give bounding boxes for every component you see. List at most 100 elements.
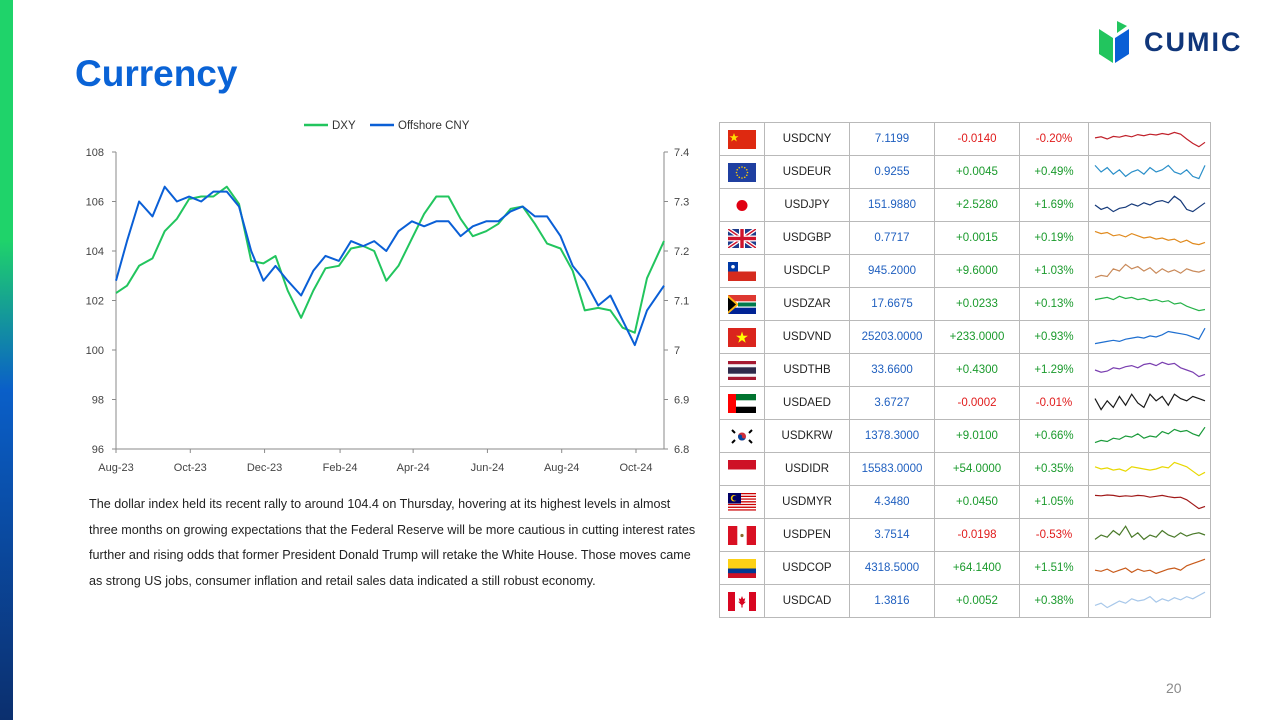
sparkline <box>1094 525 1205 541</box>
sparkline <box>1094 558 1205 575</box>
cumic-leaf-logo-icon <box>1099 21 1129 63</box>
legend-label: Offshore CNY <box>398 120 470 132</box>
sparkline-cell <box>1088 254 1211 288</box>
rate-value: 945.2000 <box>849 254 935 288</box>
sparkline-cell <box>1088 452 1211 486</box>
x-tick-label: Aug-24 <box>544 462 579 474</box>
fx-row-usdidr: USDIDR 15583.0000 +54.0000 +0.35% <box>719 452 1211 486</box>
rate-value: 1378.3000 <box>849 419 935 453</box>
fx-row-usdgbp: USDGBP 0.7717 +0.0015 +0.19% <box>719 221 1211 255</box>
y-right-tick-label: 7.2 <box>674 246 689 258</box>
flag-cell <box>719 584 765 618</box>
y-left-tick-label: 102 <box>86 296 104 308</box>
currency-pair: USDCOP <box>764 551 850 585</box>
flag-cell <box>719 188 765 222</box>
my-flag-icon <box>728 492 756 512</box>
rate-change-pct: +0.93% <box>1019 320 1089 354</box>
y-left-tick-label: 100 <box>86 345 104 357</box>
rate-value: 33.6600 <box>849 353 935 387</box>
sparkline <box>1094 327 1206 345</box>
rate-value: 0.9255 <box>849 155 935 189</box>
accent-bar-navy <box>0 390 13 720</box>
cn-flag-icon <box>728 129 756 149</box>
x-tick-label: Apr-24 <box>397 462 430 474</box>
y-left-tick-label: 104 <box>86 246 104 258</box>
market-commentary: The dollar index held its recent rally t… <box>89 497 696 588</box>
fx-row-usdmyr: USDMYR 4.3480 +0.0450 +1.05% <box>719 485 1211 519</box>
y-right-tick-label: 7.1 <box>674 296 689 308</box>
vn-flag-icon <box>728 327 756 347</box>
rate-change: +0.0015 <box>934 221 1020 255</box>
sparkline-path <box>1094 327 1206 345</box>
rate-value: 151.9880 <box>849 188 935 222</box>
x-tick-label: Dec-23 <box>247 462 282 474</box>
logo-text: CUMIC <box>1144 26 1243 57</box>
y-right-tick-label: 7 <box>674 345 680 357</box>
flag-cell <box>719 320 765 354</box>
eu-flag-icon <box>728 162 756 182</box>
flag-cell <box>719 221 765 255</box>
flag-cell <box>719 122 765 156</box>
rate-change: -0.0198 <box>934 518 1020 552</box>
sparkline <box>1094 295 1205 312</box>
series-line-offshore-cny <box>115 185 665 347</box>
currency-pair: USDKRW <box>764 419 850 453</box>
rate-change-pct: -0.01% <box>1019 386 1089 420</box>
flag-cell <box>719 419 765 453</box>
sparkline <box>1094 494 1205 510</box>
fx-row-usdjpy: USDJPY 151.9880 +2.5280 +1.69% <box>719 188 1211 222</box>
pe-flag-icon <box>728 525 756 545</box>
ca-flag-icon <box>728 591 756 611</box>
rate-change-pct: +1.05% <box>1019 485 1089 519</box>
rate-change: +9.6000 <box>934 254 1020 288</box>
rate-change-pct: +0.35% <box>1019 452 1089 486</box>
y-right-tick-label: 7.4 <box>674 147 689 159</box>
x-tick-label: Oct-24 <box>619 462 652 474</box>
flag-cell <box>719 287 765 321</box>
sparkline-path <box>1094 525 1205 541</box>
rate-change: +0.0045 <box>934 155 1020 189</box>
rate-value: 0.7717 <box>849 221 935 255</box>
rate-change-pct: -0.53% <box>1019 518 1089 552</box>
th-flag-icon <box>728 360 756 380</box>
fx-row-usdthb: USDTHB 33.6600 +0.4300 +1.29% <box>719 353 1211 387</box>
sparkline <box>1094 195 1205 213</box>
sparkline-cell <box>1088 188 1211 222</box>
currency-pair: USDVND <box>764 320 850 354</box>
rate-value: 15583.0000 <box>849 452 935 486</box>
currency-pair: USDAED <box>764 386 850 420</box>
rate-change-pct: +0.13% <box>1019 287 1089 321</box>
sparkline-cell <box>1088 353 1211 387</box>
rate-change: +9.0100 <box>934 419 1020 453</box>
currency-pair: USDMYR <box>764 485 850 519</box>
rate-change-pct: -0.20% <box>1019 122 1089 156</box>
sparkline <box>1094 263 1205 279</box>
y-left-tick-label: 106 <box>86 197 104 209</box>
rate-change: -0.0002 <box>934 386 1020 420</box>
kr-flag-icon <box>728 426 756 446</box>
company-logo: CUMIC <box>1096 18 1243 66</box>
sparkline-path <box>1094 494 1205 510</box>
currency-pair: USDCAD <box>764 584 850 618</box>
flag-cell <box>719 518 765 552</box>
sparkline <box>1094 591 1205 609</box>
sparkline-cell <box>1088 386 1211 420</box>
sparkline-path <box>1094 426 1205 444</box>
y-right-tick-label: 6.9 <box>674 395 689 407</box>
fx-row-usdkrw: USDKRW 1378.3000 +9.0100 +0.66% <box>719 419 1211 453</box>
currency-pair: USDTHB <box>764 353 850 387</box>
rate-change-pct: +1.29% <box>1019 353 1089 387</box>
currency-pair: USDCLP <box>764 254 850 288</box>
rate-change: +54.0000 <box>934 452 1020 486</box>
sparkline <box>1094 164 1206 180</box>
rate-value: 4.3480 <box>849 485 935 519</box>
rate-value: 1.3816 <box>849 584 935 618</box>
accent-bar-gradient <box>0 240 13 390</box>
sparkline-cell <box>1088 320 1211 354</box>
dxy-cny-chart: 96 98 100 102 104 106 108 6.8 6.9 7 7.1 7.2 7.3 7.4 Au… <box>86 120 690 474</box>
rate-change-pct: +1.51% <box>1019 551 1089 585</box>
ae-flag-icon <box>728 393 756 413</box>
currency-pair: USDGBP <box>764 221 850 255</box>
currency-pair: USDEUR <box>764 155 850 189</box>
fx-row-usdvnd: USDVND 25203.0000 +233.0000 +0.93% <box>719 320 1211 354</box>
